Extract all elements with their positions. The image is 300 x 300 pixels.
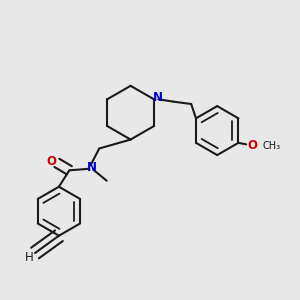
Text: CH₃: CH₃ [262, 141, 280, 151]
Text: N: N [152, 91, 162, 104]
Text: O: O [248, 139, 258, 152]
Text: H: H [25, 251, 33, 264]
Text: N: N [87, 161, 97, 174]
Text: O: O [46, 155, 56, 168]
